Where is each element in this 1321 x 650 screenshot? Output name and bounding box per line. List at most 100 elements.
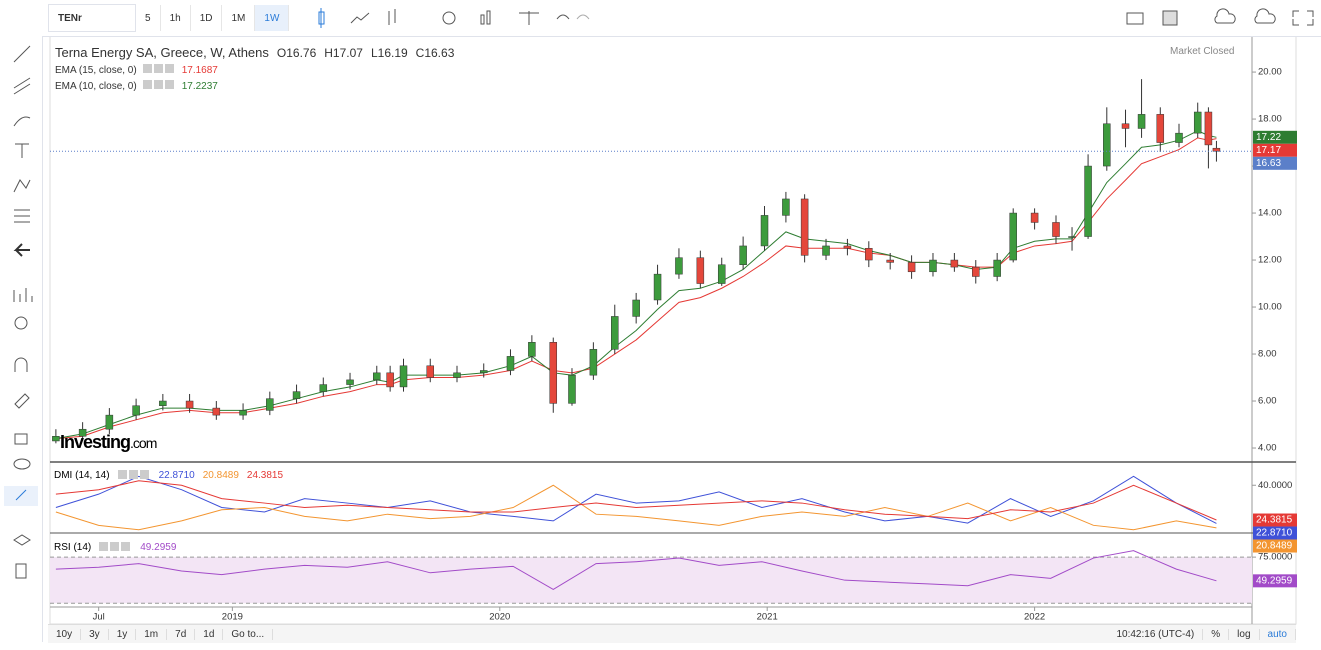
axis-value-label: 17.17: [1256, 145, 1281, 156]
rsi-band: [50, 557, 1252, 604]
candle-body: [1103, 123, 1111, 167]
study-row: EMA (10, close, 0) 17.2237: [55, 80, 454, 92]
candle-body: [386, 372, 394, 388]
candle-body: [653, 273, 662, 301]
option-button[interactable]: auto: [1260, 628, 1296, 640]
candle-body: [479, 370, 488, 374]
candle-body: [453, 372, 461, 378]
pane-value: 49.2959: [140, 542, 177, 553]
pane-value: 24.3815: [246, 470, 284, 481]
clock: 10:42:16 (UTC-4): [1108, 628, 1204, 640]
candle-body: [159, 400, 167, 406]
candle-body: [568, 374, 576, 404]
interval-button[interactable]: 1M: [222, 5, 256, 31]
indicator-line: [55, 484, 1217, 531]
candle-body: [929, 259, 937, 273]
axis-value-label: 17.22: [1256, 132, 1281, 143]
candle-body: [1030, 212, 1039, 223]
axis-value-label: 16.63: [1256, 158, 1281, 169]
candle-body: [1175, 132, 1183, 143]
candle-body: [549, 342, 558, 404]
candle-body: [426, 365, 435, 378]
study-value: 17.2237: [181, 80, 218, 92]
study-value: 17.1687: [181, 64, 218, 76]
watermark-suffix: .com: [130, 435, 157, 451]
candle-body: [52, 436, 60, 442]
x-tick-label: 2022: [1024, 612, 1045, 623]
axis-value-label: 49.2959: [1256, 575, 1293, 586]
toolbar-right-icons: [1126, 8, 1314, 26]
candle-body: [346, 379, 354, 385]
range-button[interactable]: 10y: [48, 628, 82, 640]
candle-body: [1156, 114, 1165, 143]
option-button[interactable]: log: [1229, 628, 1260, 640]
pane-icons: [99, 542, 132, 554]
studies: EMA (15, close, 0) 17.1687 EMA (10, close,…: [55, 64, 454, 92]
y-tick-label: 20.00: [1258, 67, 1282, 78]
watermark-brand: Investing: [60, 432, 131, 452]
range-button[interactable]: 1y: [109, 628, 137, 640]
interval-button[interactable]: 1W: [255, 5, 290, 31]
x-tick-label: 2020: [489, 612, 510, 623]
ohlc-value: C16.63: [415, 45, 455, 60]
axis-value-box: [1253, 539, 1297, 553]
ohlc-value: O16.76: [276, 45, 317, 60]
intervals: 5 1h 1D 1M 1W: [136, 5, 290, 31]
axis-value-label: 20.8489: [1256, 541, 1293, 552]
ranges: 10y 3y 1y 1m 7d 1d: [48, 628, 224, 640]
pane-title: DMI (14, 14): [54, 470, 110, 481]
study-icons: [142, 64, 176, 76]
candle-body: [1204, 111, 1213, 146]
candle-body: [373, 372, 381, 381]
candle-body: [239, 410, 247, 416]
axis-value-label: 24.3815: [1256, 515, 1293, 526]
pane-icons: [117, 470, 151, 482]
y-tick-label: 8.00: [1258, 349, 1277, 360]
y-tick-label: 18.00: [1258, 114, 1282, 125]
candle-body: [800, 198, 809, 256]
candle-body: [632, 299, 640, 317]
candle-body: [1052, 222, 1060, 237]
symbol-title: Terna Energy SA, Greece, W, Athens: [55, 45, 269, 60]
candle-body: [950, 259, 959, 268]
legend-row: Terna Energy SA, Greece, W, Athens O16.7…: [55, 45, 454, 60]
candle-body: [132, 405, 140, 416]
goto[interactable]: Go to...: [223, 628, 274, 640]
candle-body: [319, 384, 328, 392]
candle-body: [822, 245, 830, 256]
candle-body: [696, 257, 705, 284]
candle-body: [1068, 236, 1076, 238]
range-button[interactable]: 3y: [81, 628, 109, 640]
axis-value-box: [1253, 513, 1297, 527]
x-tick-label: 2019: [222, 612, 243, 623]
x-tick-label: Jul: [93, 612, 105, 623]
legend: Terna Energy SA, Greece, W, Athens O16.7…: [55, 45, 454, 92]
indicator-line: [55, 550, 1217, 590]
y-tick-label: 4.00: [1258, 443, 1277, 454]
interval-button[interactable]: 5: [136, 5, 161, 31]
interval-button[interactable]: 1h: [161, 5, 191, 31]
drawing-icons: [4, 45, 38, 579]
option-button[interactable]: %: [1203, 628, 1230, 640]
candle-body: [1084, 165, 1092, 237]
ohlc: O16.76 H17.07 L16.19 C16.63: [277, 46, 454, 60]
indicator-line: [55, 475, 1217, 524]
axis-value-box: [1253, 156, 1297, 170]
candle-body: [611, 316, 619, 350]
market-status: Market Closed: [1170, 46, 1235, 57]
axis-value-box: [1253, 130, 1297, 144]
range-button[interactable]: 1m: [136, 628, 168, 640]
options: % log auto: [1203, 628, 1296, 640]
interval-button[interactable]: 1D: [191, 5, 223, 31]
symbol-input[interactable]: TENr: [48, 4, 136, 32]
range-button[interactable]: 7d: [167, 628, 196, 640]
pane-title: RSI (14): [54, 542, 92, 553]
study-row: EMA (15, close, 0) 17.1687: [55, 64, 454, 76]
candle-body: [907, 262, 916, 273]
drawing-toolbar: [0, 36, 43, 642]
y-tick-label: 6.00: [1258, 396, 1277, 407]
range-button[interactable]: 1d: [195, 628, 224, 640]
candle-body: [865, 248, 873, 261]
